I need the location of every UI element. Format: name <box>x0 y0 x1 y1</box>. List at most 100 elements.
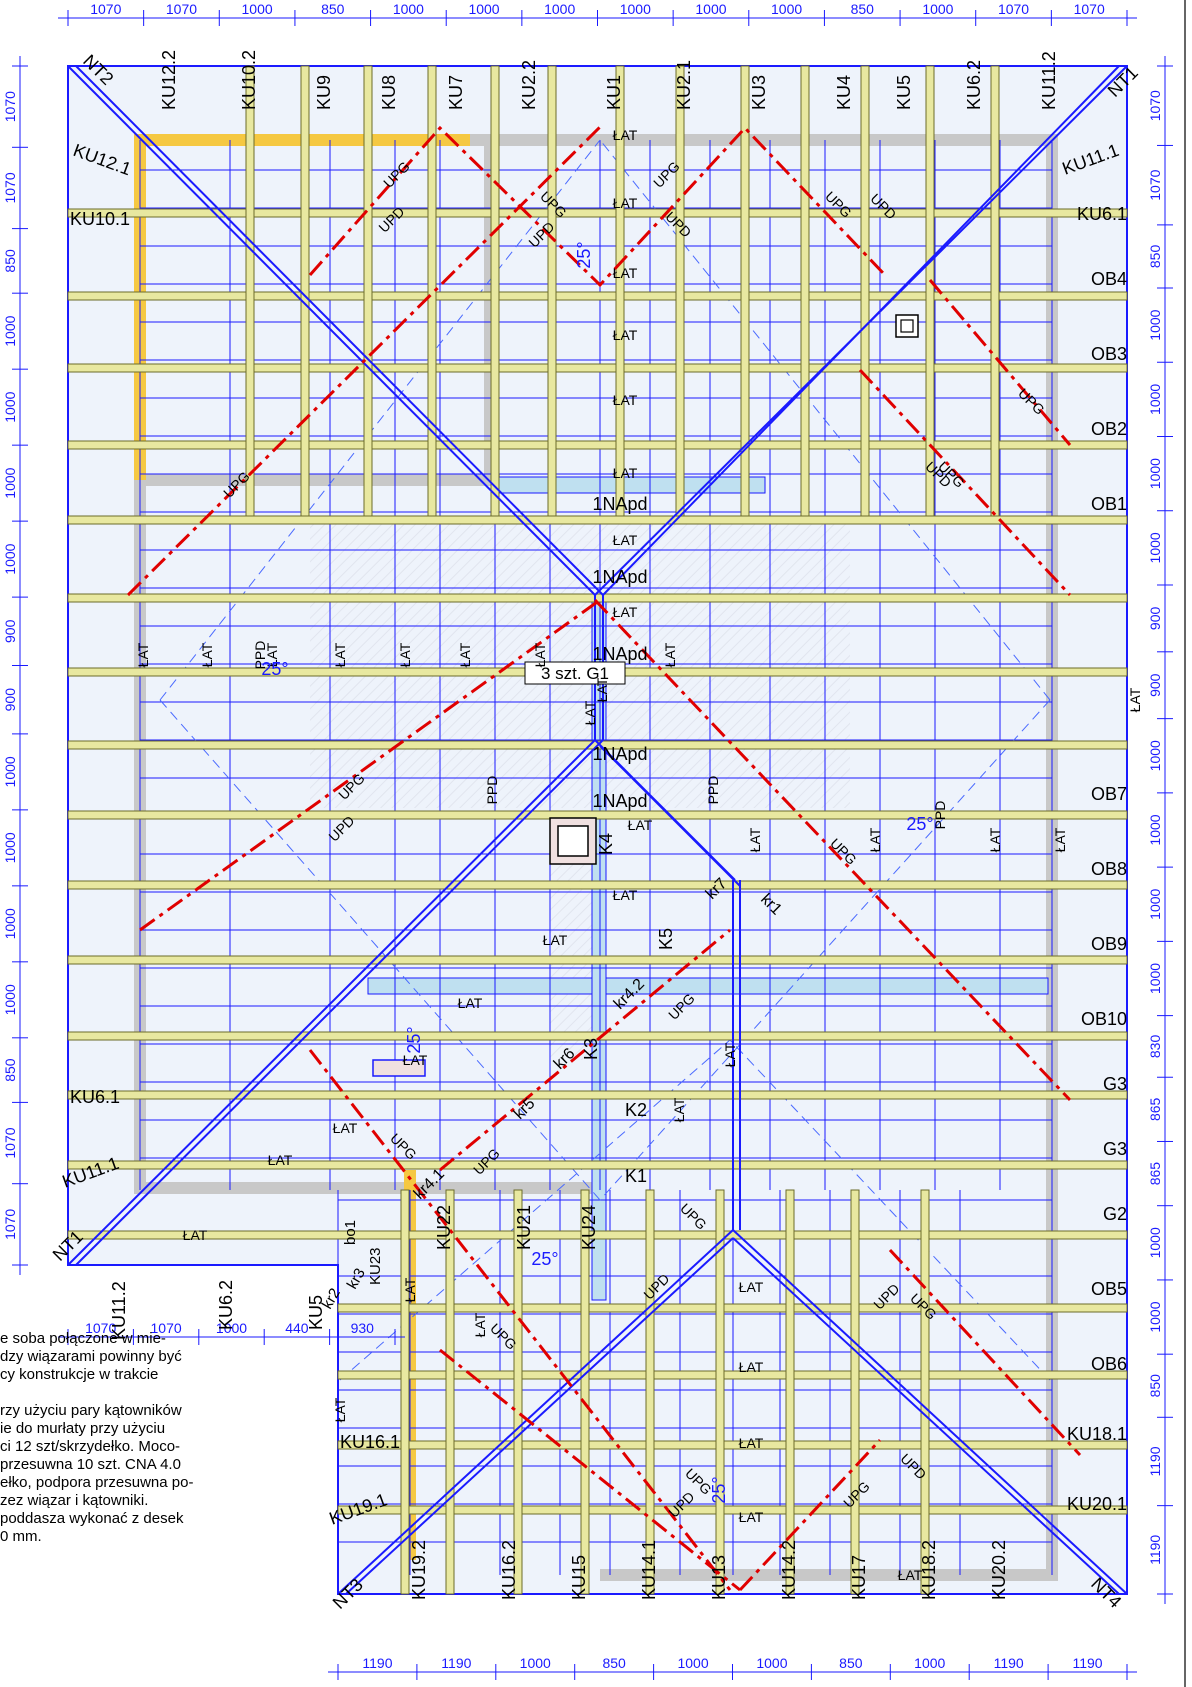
lat-label: ŁAT <box>867 827 883 852</box>
bottom-dimension: 1190 <box>441 1655 471 1671</box>
truss-vertical <box>400 1189 410 1595</box>
right-dimension: 1000 <box>1147 384 1163 415</box>
lower-label: KU22 <box>434 1205 454 1250</box>
lower-label: KU13 <box>709 1555 729 1600</box>
ku23-label: KU23 <box>367 1247 384 1285</box>
right-dimension: 1000 <box>1147 814 1163 845</box>
top-dimension: 1000 <box>771 1 802 17</box>
right-edge-label: G3 <box>1103 1139 1127 1159</box>
lat-label: ŁAT <box>739 1359 764 1375</box>
top-dimension: 1070 <box>166 1 197 17</box>
truss-vertical <box>925 65 935 517</box>
note-line: przesuwna 10 szt. CNA 4.0 <box>0 1456 181 1473</box>
truss-horizontal <box>337 1440 1128 1450</box>
top-dimension: 850 <box>321 1 345 17</box>
middle-dimension: 1070 <box>151 1320 182 1336</box>
truss-horizontal <box>67 1230 1128 1240</box>
angle-label: 25° <box>404 1026 424 1053</box>
truss-horizontal <box>67 440 1128 450</box>
left-dimension: 1000 <box>2 315 18 346</box>
notes-panel: e soba połączone w mie-dzy wiązarami pow… <box>0 1330 300 1546</box>
top-dimension: 1070 <box>90 1 121 17</box>
right-dimension: 830 <box>1147 1035 1163 1059</box>
lat-label: ŁAT <box>671 1097 687 1122</box>
left-dimension: 1070 <box>2 1209 18 1240</box>
k1-label: K1 <box>625 1166 647 1186</box>
right-dimension: 1000 <box>1147 1227 1163 1258</box>
truss-vertical <box>580 1189 590 1595</box>
note-line: rzy użyciu pary kątowników <box>0 1402 182 1419</box>
lower-label: KU16.2 <box>499 1540 519 1600</box>
truss-vertical <box>920 1189 930 1595</box>
truss-vertical <box>860 65 870 517</box>
top-dimension: 1070 <box>1074 1 1105 17</box>
lat-label: ŁAT <box>582 700 598 725</box>
lat-label: ŁAT <box>402 1277 418 1302</box>
lat-label: ŁAT <box>613 127 638 143</box>
truss-vertical <box>300 65 310 517</box>
truss-vertical <box>490 65 500 517</box>
right-edge-label: G2 <box>1103 1204 1127 1224</box>
lat-label: ŁAT <box>613 465 638 481</box>
top-dimension: 1000 <box>544 1 575 17</box>
left-dimension: 900 <box>2 619 18 643</box>
ppd-label: PPD <box>484 776 500 805</box>
left-dimension: 1070 <box>2 172 18 203</box>
lat-label: ŁAT <box>987 827 1003 852</box>
lat-label: ŁAT <box>135 642 151 667</box>
napd-label: 1NApd <box>592 567 647 587</box>
lat-label: ŁAT <box>199 642 215 667</box>
lat-label: ŁAT <box>628 817 653 833</box>
lat-label: ŁAT <box>397 642 413 667</box>
lat-label: ŁAT <box>594 677 610 702</box>
left-dimension: 1000 <box>2 391 18 422</box>
right-dimension: 900 <box>1147 673 1163 697</box>
right-dimension: 1190 <box>1147 1535 1163 1565</box>
ppd-label: PPD <box>932 801 948 830</box>
ku6-1-left-label: KU6.1 <box>70 1087 120 1107</box>
top-edge-label: KU3 <box>749 75 769 110</box>
right-edge-label: OB2 <box>1091 419 1127 439</box>
right-dimension: 1000 <box>1147 309 1163 340</box>
lower-label: KU18.2 <box>919 1540 939 1600</box>
lower-label: KU6.2 <box>216 1280 236 1330</box>
k2-label: K2 <box>625 1100 647 1120</box>
right-edge-label: OB1 <box>1091 494 1127 514</box>
right-dimension: 1000 <box>1147 740 1163 771</box>
top-edge-label: KU11.2 <box>1039 51 1059 110</box>
right-edge-label: OB4 <box>1091 269 1127 289</box>
top-edge-label: KU12.2 <box>159 50 179 110</box>
left-dimension: 1000 <box>2 832 18 863</box>
right-dimension: 865 <box>1147 1162 1163 1186</box>
lat-label: ŁAT <box>333 1120 358 1136</box>
napd-label: 1NApd <box>592 644 647 664</box>
hip-rafters <box>67 65 1128 1595</box>
truss-vertical <box>990 65 1000 517</box>
top-edge-label: KU10.2 <box>239 50 259 110</box>
top-edge-label: KU5 <box>894 75 914 110</box>
bottom-dimension: 1190 <box>994 1655 1024 1671</box>
lat-label: ŁAT <box>747 827 763 852</box>
right-dimension: 1070 <box>1147 169 1163 200</box>
bottom-dimension: 1000 <box>756 1655 787 1671</box>
truss-vertical <box>363 65 373 517</box>
lat-label: ŁAT <box>613 265 638 281</box>
left-dimension: 850 <box>2 249 18 273</box>
chimney <box>372 314 919 1077</box>
truss-horizontal <box>337 1370 1128 1380</box>
bo1-label: bo1 <box>342 1220 359 1245</box>
truss-horizontal <box>67 363 1128 373</box>
bottom-dimension: 850 <box>602 1655 626 1671</box>
truss-horizontal <box>67 1160 1128 1170</box>
left-dimension: 1000 <box>2 984 18 1015</box>
truss-vertical <box>245 65 255 517</box>
note-line: dzy wiązarami powinny być <box>0 1348 182 1365</box>
lat-label: ŁAT <box>739 1509 764 1525</box>
right-dimension: 1000 <box>1147 963 1163 994</box>
top-dimension: 1000 <box>922 1 953 17</box>
lat-label: ŁAT <box>722 1042 738 1067</box>
truss-vertical <box>740 65 750 517</box>
truss-vertical <box>445 1189 455 1595</box>
left-dimension: 1070 <box>2 1127 18 1158</box>
bottom-dimension: 1190 <box>362 1655 392 1671</box>
